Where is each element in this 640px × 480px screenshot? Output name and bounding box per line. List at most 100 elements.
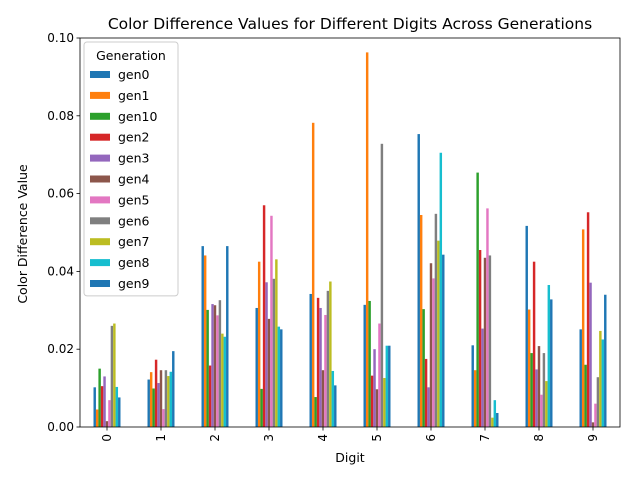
bar-gen9-digit-8 [550, 299, 553, 427]
bar-gen2-digit-1 [154, 359, 158, 427]
bar-gen1-digit-9 [581, 229, 585, 427]
bar-gen2-digit-4 [316, 297, 320, 427]
legend-swatch-gen6 [90, 217, 110, 225]
bar-gen1-digit-1 [149, 372, 153, 427]
bar-gen3-digit-6 [427, 387, 430, 427]
bar-gen5-digit-9 [594, 403, 597, 427]
bar-gen1-digit-4 [311, 122, 315, 428]
bar-gen0-digit-4 [309, 293, 312, 427]
bar-gen2-digit-8 [532, 261, 536, 427]
bar-gen5-digit-0 [108, 400, 111, 427]
legend-swatch-gen2 [90, 133, 110, 141]
bar-gen5-digit-3 [270, 215, 273, 427]
bar-gen8-digit-2 [223, 336, 227, 427]
bar-gen5-digit-4 [324, 314, 327, 427]
bar-gen6-digit-1 [164, 370, 168, 427]
bar-gen8-digit-7 [493, 400, 497, 427]
bar-gen7-digit-5 [383, 377, 386, 427]
y-axis-label: Color Difference Value [15, 164, 30, 304]
bar-gen7-digit-2 [221, 333, 224, 427]
bar-gen6-digit-6 [434, 213, 438, 427]
bar-gen0-digit-7 [471, 345, 474, 427]
legend-label-gen10: gen10 [118, 109, 158, 124]
legend-swatch-gen7 [90, 238, 110, 246]
legend-frame [83, 41, 179, 297]
bar-gen7-digit-4 [329, 281, 332, 427]
bar-gen7-digit-7 [491, 417, 494, 427]
bar-gen7-digit-1 [167, 376, 170, 427]
bar-gen1-digit-0 [95, 409, 99, 427]
bar-gen9-digit-9 [604, 294, 607, 427]
y-tick-label: 0.10 [47, 31, 74, 45]
bar-gen4-digit-6 [429, 263, 433, 427]
legend-label-gen0: gen0 [118, 67, 150, 82]
bar-gen9-digit-3 [280, 329, 283, 427]
bar-gen10-digit-6 [422, 309, 425, 427]
bar-gen2-digit-5 [370, 375, 374, 427]
bar-gen4-digit-9 [591, 422, 595, 427]
axes-layer: 0.00 0.02 0.04 0.06 0.08 0.10 0 1 2 3 4 5 6 7 8 9 [47, 31, 621, 442]
bar-gen6-digit-2 [218, 300, 222, 427]
bar-gen9-digit-7 [496, 413, 499, 427]
bars-layer [93, 52, 607, 428]
bar-gen3-digit-8 [535, 369, 538, 427]
bar-gen10-digit-7 [476, 172, 479, 427]
bar-gen4-digit-0 [105, 421, 109, 427]
legend-label-gen6: gen6 [118, 213, 150, 228]
bar-gen0-digit-6 [417, 134, 420, 427]
legend-label-gen8: gen8 [118, 255, 150, 270]
bar-gen5-digit-8 [540, 394, 543, 427]
bar-gen0-digit-9 [579, 329, 582, 427]
legend-label-gen7: gen7 [118, 234, 150, 249]
legend-swatch-gen10 [90, 112, 110, 120]
bar-gen8-digit-1 [169, 371, 173, 427]
bar-gen5-digit-1 [162, 409, 165, 427]
bar-gen7-digit-9 [599, 330, 602, 427]
bar-gen4-digit-2 [213, 305, 217, 427]
legend-title: Generation [96, 48, 166, 63]
bar-gen2-digit-3 [262, 205, 266, 427]
bar-gen10-digit-1 [152, 388, 155, 427]
legend-label-gen9: gen9 [118, 276, 150, 291]
bar-gen1-digit-8 [527, 309, 531, 427]
bar-gen4-digit-5 [375, 389, 379, 427]
bar-gen9-digit-2 [226, 246, 229, 427]
bar-gen4-digit-7 [483, 257, 487, 427]
legend-swatch-gen3 [90, 154, 110, 162]
x-tick-label: 2 [208, 434, 222, 442]
legend-swatch-gen9 [90, 280, 110, 287]
bar-gen7-digit-8 [545, 381, 548, 427]
bar-gen9-digit-5 [388, 345, 391, 427]
bar-gen4-digit-4 [321, 370, 325, 427]
bar-gen6-digit-0 [110, 325, 114, 427]
bar-gen2-digit-0 [100, 386, 104, 427]
bar-gen4-digit-1 [159, 370, 163, 427]
bar-gen8-digit-3 [277, 326, 281, 427]
bar-gen8-digit-8 [547, 285, 551, 427]
bar-gen7-digit-6 [437, 240, 440, 427]
x-tick-label: 0 [100, 434, 114, 442]
bar-gen7-digit-0 [113, 323, 116, 427]
bar-gen2-digit-9 [586, 212, 590, 427]
y-tick-label: 0.00 [47, 420, 74, 434]
bar-gen6-digit-4 [326, 290, 330, 427]
bar-gen10-digit-2 [206, 309, 209, 427]
bar-gen9-digit-0 [118, 397, 121, 427]
bar-gen7-digit-3 [275, 259, 278, 427]
bar-gen6-digit-8 [542, 353, 546, 427]
bar-gen9-digit-6 [442, 254, 445, 427]
bar-gen0-digit-3 [255, 307, 258, 427]
bar-gen10-digit-4 [314, 397, 317, 427]
legend-label-gen4: gen4 [118, 172, 150, 187]
bar-gen10-digit-9 [584, 364, 587, 427]
x-axis-label: Digit [335, 450, 365, 465]
legend-label-gen2: gen2 [118, 130, 150, 145]
bar-gen8-digit-9 [601, 339, 605, 427]
bar-gen9-digit-1 [172, 351, 175, 427]
legend-label-gen3: gen3 [118, 151, 150, 166]
legend: Generation gen0 gen1 gen10 gen2 gen3 gen4 gen5 g… [83, 41, 179, 297]
bar-gen1-digit-6 [419, 215, 423, 427]
legend-swatch-gen4 [90, 175, 110, 183]
x-tick-label: 9 [586, 434, 600, 442]
